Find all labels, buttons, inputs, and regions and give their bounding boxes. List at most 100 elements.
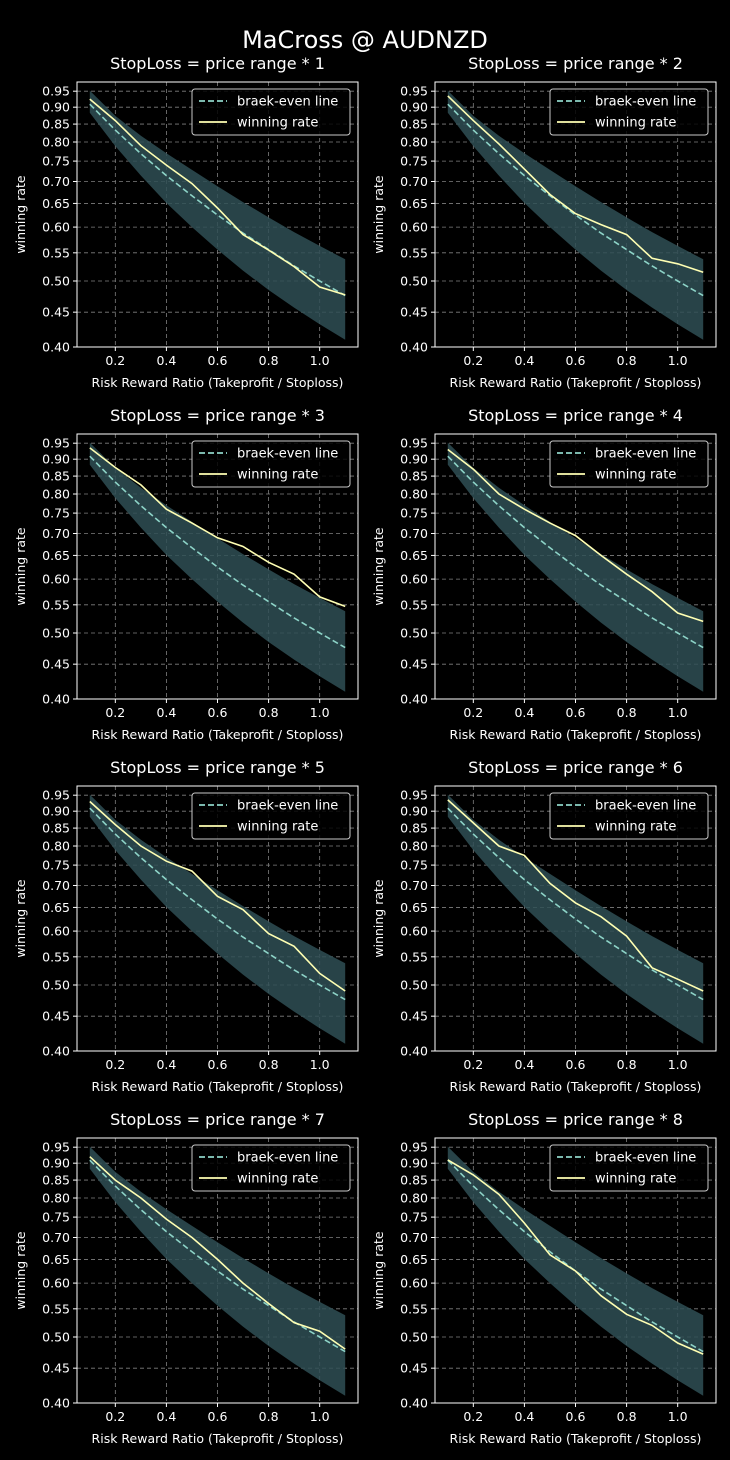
winning-rate-line [447,799,704,992]
x-tick-label: 0.4 [156,1057,176,1072]
x-tick-label: 1.0 [310,1409,330,1424]
confidence-band [447,90,704,340]
y-tick-label: 0.65 [400,1252,428,1267]
y-tick-label: 0.90 [42,804,70,819]
x-tick-label: 0.4 [514,1057,534,1072]
y-axis-label: winning rate [13,527,28,606]
confidence-band [89,90,346,340]
y-tick-label: 0.50 [400,274,428,289]
legend-box [191,88,351,136]
winning-rate-line [447,95,704,274]
x-tick-label: 1.0 [668,1057,688,1072]
y-tick-label: 0.55 [42,245,70,260]
break-even-line [447,103,704,297]
break-even-line [89,103,346,297]
subplot-title: StopLoss = price range * 3 [110,406,325,425]
legend: braek-even line winning rate [549,440,709,488]
winning-rate-line [89,98,346,296]
y-tick-label: 0.95 [42,436,70,451]
legend: braek-even line winning rate [549,88,709,136]
legend-entry-label: braek-even line [237,447,338,462]
y-tick-label: 0.90 [400,804,428,819]
legend-entry-label: winning rate [237,1172,318,1187]
legend-entry-label: braek-even line [595,95,696,110]
y-tick-label: 0.70 [400,174,428,189]
y-tick-label: 0.70 [400,526,428,541]
x-tick-label: 0.4 [156,1409,176,1424]
x-axis-label: Risk Reward Ratio (Takeprofit / Stoploss… [450,375,702,390]
x-axis-label: Risk Reward Ratio (Takeprofit / Stoploss… [92,727,344,742]
y-tick-label: 0.75 [42,506,70,521]
y-tick-label: 0.55 [42,1301,70,1316]
legend-entry-label: winning rate [237,116,318,131]
subplot-title: StopLoss = price range * 7 [110,1110,325,1129]
x-tick-label: 0.2 [105,1057,125,1072]
break-even-line [447,455,704,649]
y-tick-label: 0.70 [400,878,428,893]
x-tick-label: 1.0 [310,353,330,368]
y-tick-label: 0.55 [400,597,428,612]
x-tick-label: 0.6 [208,705,228,720]
y-tick-label: 0.40 [400,692,428,707]
y-tick-label: 0.85 [42,821,70,836]
y-tick-label: 0.60 [400,1276,428,1291]
winning-rate-line [89,447,346,608]
legend-box [549,792,709,840]
y-tick-label: 0.80 [400,487,428,502]
y-tick-label: 0.90 [400,452,428,467]
subplot-7: StopLoss = price range * 7 0.2 0.4 0.6 0.8 1.… [13,1110,359,1446]
x-axis-label: Risk Reward Ratio (Takeprofit / Stoploss… [92,375,344,390]
y-tick-label: 0.95 [400,84,428,99]
y-tick-label: 0.70 [42,526,70,541]
confidence-band [89,442,346,692]
y-tick-label: 0.95 [400,436,428,451]
y-tick-label: 0.75 [400,858,428,873]
x-tick-label: 1.0 [668,1409,688,1424]
x-tick-label: 0.8 [259,1409,279,1424]
y-tick-label: 0.40 [42,1044,70,1059]
y-axis-label: winning rate [13,1231,28,1310]
legend-entry-label: winning rate [595,1172,676,1187]
y-tick-label: 0.80 [42,839,70,854]
x-tick-label: 0.2 [105,705,125,720]
y-tick-label: 0.60 [42,220,70,235]
y-tick-label: 0.65 [42,900,70,915]
x-tick-label: 0.6 [566,705,586,720]
break-even-line [447,807,704,1001]
y-tick-label: 0.95 [400,1140,428,1155]
x-tick-label: 0.6 [208,1409,228,1424]
y-tick-label: 0.65 [42,1252,70,1267]
y-tick-label: 0.50 [400,626,428,641]
x-tick-label: 0.8 [617,705,637,720]
y-tick-label: 0.45 [42,1009,70,1024]
y-tick-label: 0.40 [42,340,70,355]
y-tick-label: 0.45 [400,657,428,672]
y-axis-label: winning rate [371,527,386,606]
subplot-6: StopLoss = price range * 6 0.2 0.4 0.6 0.8 1.… [371,758,717,1094]
y-tick-label: 0.55 [42,597,70,612]
subplot-title: StopLoss = price range * 5 [110,758,325,777]
y-tick-label: 0.80 [42,1191,70,1206]
break-even-line [89,807,346,1001]
y-tick-label: 0.45 [400,1361,428,1376]
y-tick-label: 0.65 [42,196,70,211]
confidence-band [89,794,346,1044]
x-tick-label: 0.4 [514,705,534,720]
legend-box [549,1144,709,1192]
y-tick-label: 0.65 [400,548,428,563]
x-tick-label: 0.2 [105,1409,125,1424]
y-tick-label: 0.75 [400,154,428,169]
y-tick-label: 0.60 [42,572,70,587]
y-axis-label: winning rate [371,879,386,958]
y-tick-label: 0.50 [42,1330,70,1345]
legend: braek-even line winning rate [191,440,351,488]
x-tick-label: 0.6 [208,1057,228,1072]
winning-rate-line [447,1159,704,1355]
subplot-4: StopLoss = price range * 4 0.2 0.4 0.6 0.8 1.… [371,406,717,742]
y-axis-label: winning rate [13,175,28,254]
y-tick-label: 0.45 [400,305,428,320]
y-tick-label: 0.85 [400,469,428,484]
subplot-1: StopLoss = price range * 1 0.2 0.4 0.6 0.8 1.… [13,54,359,390]
x-tick-label: 0.2 [463,1057,483,1072]
y-tick-label: 0.75 [400,506,428,521]
